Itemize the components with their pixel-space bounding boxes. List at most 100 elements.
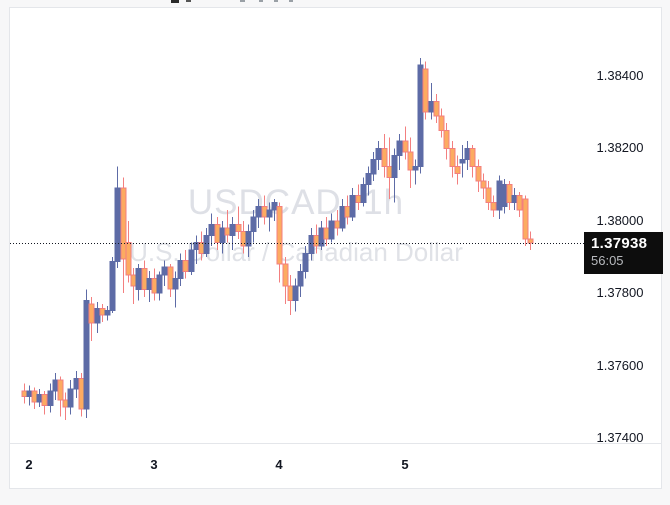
candle-up	[428, 100, 435, 113]
price-axis[interactable]: 1.38400 1.38200 1.38000 1.37800 1.37600 1.374…	[581, 8, 661, 445]
candle-up	[464, 147, 471, 160]
candle-down	[214, 223, 221, 243]
candle-down	[485, 187, 492, 204]
candle-down	[62, 399, 69, 408]
candle-down	[402, 140, 409, 153]
price-tick-label: 1.38000	[596, 213, 644, 228]
time-tick-label: 2	[25, 457, 33, 472]
candle-up	[250, 216, 257, 233]
candle-up	[396, 140, 403, 157]
legend-fragment	[289, 0, 293, 2]
chart-canvas[interactable]: USDCAD, 1h U.S. Dollar / Canadian Dollar	[10, 8, 661, 444]
candle-down	[99, 307, 106, 316]
candle-down	[41, 394, 48, 407]
candle-up	[365, 173, 372, 186]
candle-up	[135, 268, 142, 291]
candle-down	[449, 147, 456, 167]
candle-up	[104, 310, 111, 316]
candle-up	[73, 377, 80, 390]
candle-up	[47, 390, 54, 406]
candle-down	[235, 223, 242, 233]
candle-down	[224, 227, 231, 236]
candle-down	[407, 151, 414, 171]
candle-down	[141, 268, 148, 291]
candle-down	[130, 274, 137, 287]
candle-down	[151, 278, 158, 294]
time-tick-label: 4	[275, 457, 283, 472]
price-tick-label: 1.38400	[596, 68, 644, 83]
candle-up	[308, 234, 315, 254]
candle-down	[522, 198, 529, 240]
candle-up	[360, 184, 367, 204]
candle-up	[83, 299, 90, 410]
candle-down	[454, 166, 461, 175]
candle-down	[282, 263, 289, 287]
candle-down	[261, 205, 268, 218]
candle-down	[323, 227, 330, 240]
candle-down	[506, 184, 513, 204]
candle-up	[370, 158, 377, 175]
candle-up	[417, 64, 424, 167]
legend-fragment	[240, 0, 245, 2]
candle-up	[177, 260, 184, 280]
time-tick-label: 3	[150, 457, 158, 472]
candle-up	[496, 180, 503, 211]
candle-up	[255, 205, 262, 218]
candle-up	[172, 278, 179, 290]
candle-up	[36, 394, 43, 403]
candle-up	[229, 223, 236, 236]
legend-fragment	[259, 0, 263, 2]
candle-up	[339, 205, 346, 229]
candle-down	[88, 303, 95, 324]
candle-down	[480, 180, 487, 189]
candle-down	[433, 100, 440, 117]
candle-down	[198, 242, 205, 254]
candle-down	[313, 234, 320, 247]
candle-down	[527, 238, 534, 244]
candle-down	[287, 285, 294, 301]
candle-up	[94, 307, 101, 324]
candle-up	[203, 234, 210, 254]
time-axis[interactable]: 2 3 4 5	[10, 443, 661, 488]
candle-down	[182, 260, 189, 273]
candle-up	[156, 274, 163, 294]
candle-up	[391, 155, 398, 178]
candle-up	[161, 266, 168, 276]
candle-up	[67, 388, 74, 408]
candle-down	[355, 195, 362, 204]
candle-up	[302, 252, 309, 272]
candle-down	[334, 220, 341, 229]
last-price-badge: 1.37938 56:05	[584, 232, 663, 274]
chart-panel: USDCAD, 1h U.S. Dollar / Canadian Dollar…	[9, 7, 663, 489]
candle-down	[490, 202, 497, 211]
candle-up	[266, 209, 273, 218]
candle-down	[125, 242, 132, 276]
candle-down	[78, 377, 85, 410]
legend-fragment	[274, 0, 278, 2]
legend-fragment	[171, 0, 179, 3]
candle-up	[219, 227, 226, 243]
candle-up	[52, 379, 59, 392]
candle-down	[57, 379, 64, 401]
candle-up	[114, 187, 121, 262]
candle-up	[328, 220, 335, 240]
candle-up	[271, 202, 278, 211]
candle-up	[26, 390, 33, 397]
candle-down	[381, 147, 388, 167]
candle-up	[208, 223, 215, 236]
candle-down	[386, 166, 393, 178]
candle-down	[344, 205, 351, 218]
candle-up	[349, 195, 356, 218]
candle-up	[109, 260, 116, 312]
candlestick-series[interactable]	[10, 8, 661, 444]
candle-down	[469, 147, 476, 167]
candle-down	[167, 266, 174, 290]
candle-up	[459, 158, 466, 164]
price-tick-label: 1.37800	[596, 285, 644, 300]
candle-down	[475, 166, 482, 182]
candle-down	[120, 187, 127, 260]
candle-down	[438, 115, 445, 131]
last-price-value: 1.37938	[591, 235, 648, 252]
price-tick-label: 1.37400	[596, 430, 644, 445]
candle-up	[297, 271, 304, 287]
